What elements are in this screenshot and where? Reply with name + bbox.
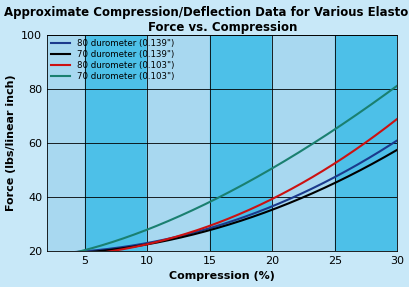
Bar: [272, 35, 334, 251]
Bar: [147, 35, 209, 251]
Bar: [334, 35, 396, 251]
Bar: [209, 35, 272, 251]
Legend: 80 durometer (0.139"), 70 durometer (0.139"), 80 durometer (0.103"), 70 duromete: 80 durometer (0.139"), 70 durometer (0.1…: [49, 37, 176, 83]
Bar: [47, 35, 84, 251]
Bar: [84, 35, 147, 251]
Title: Approximate Compression/Deflection Data for Various Elastomers
Force vs. Compres: Approximate Compression/Deflection Data …: [4, 5, 409, 34]
X-axis label: Compression (%): Compression (%): [169, 272, 274, 282]
Y-axis label: Force (lbs/linear inch): Force (lbs/linear inch): [6, 75, 16, 211]
